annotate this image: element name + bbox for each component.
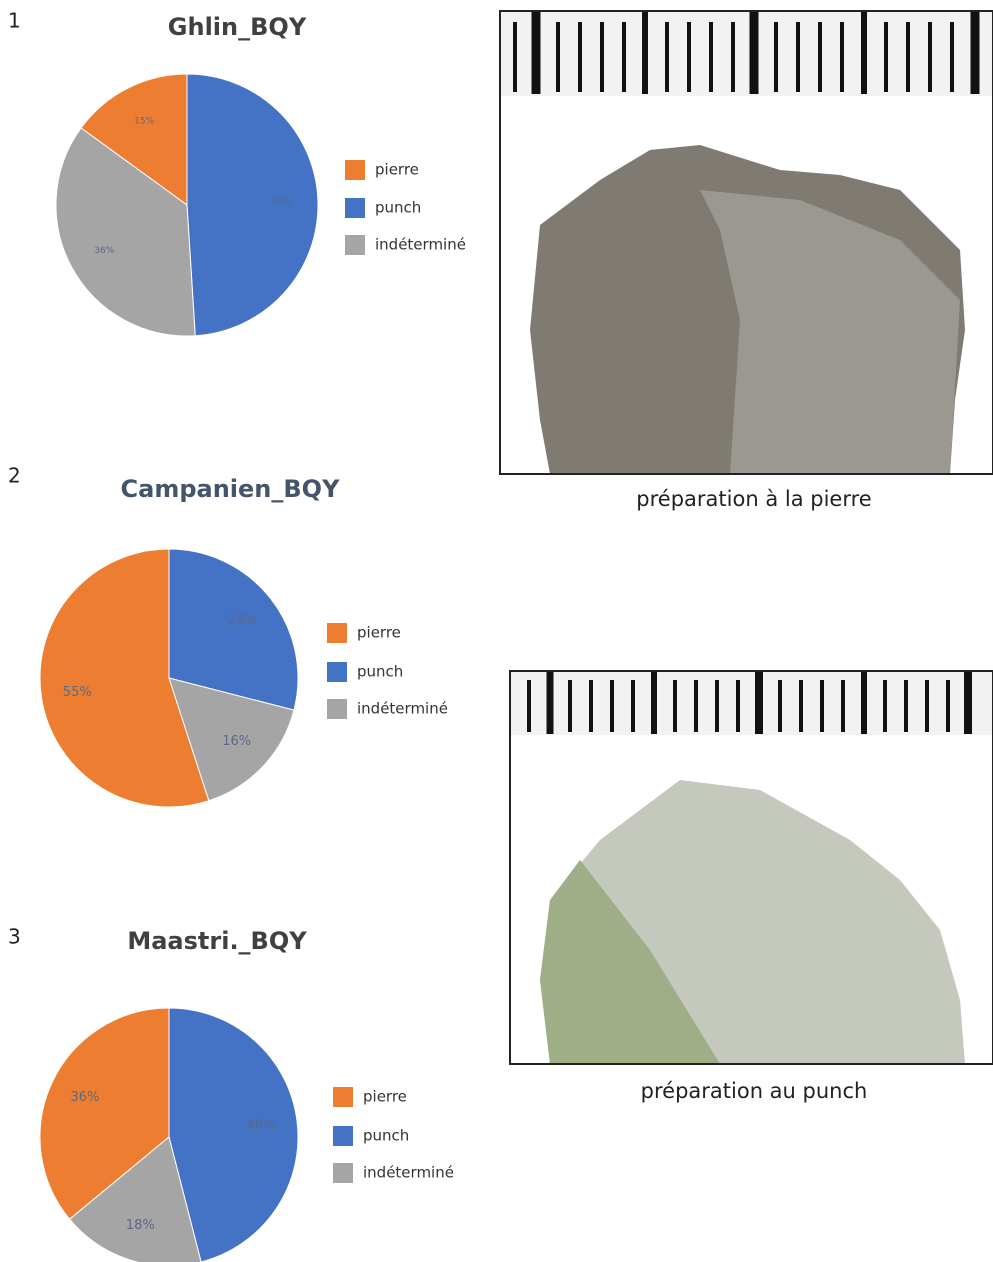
panel-label: 2 [8,464,21,488]
chart-title: Ghlin_BQY [168,13,307,41]
photo-stone [500,11,993,474]
panel-label: 1 [8,9,21,33]
legend-label: pierre [363,1088,407,1106]
slice-label: 55% [63,685,92,700]
pie-slice [55,127,196,337]
pie-slice [186,73,319,337]
pie-slice [168,677,295,802]
legend-swatch [333,1087,353,1107]
slice-label: 46% [247,1118,276,1133]
chart-title: Maastri._BQY [127,927,307,955]
photo-caption: préparation à la pierre [636,487,871,511]
legend-swatch [345,235,365,255]
pie-slice [68,1136,202,1262]
slice-label: 29% [228,614,257,629]
photo-caption: préparation au punch [641,1079,868,1103]
legend-swatch [327,699,347,719]
photo-frame [499,10,993,475]
pie-slice [39,548,210,808]
legend-swatch [327,662,347,682]
legend-label: indéterminé [357,700,448,718]
legend-label: pierre [375,161,419,179]
legend-label: indéterminé [363,1164,454,1182]
legend-label: indéterminé [375,236,466,254]
slice-label: 15% [134,116,154,126]
legend-label: punch [357,663,403,681]
slice-label: 36% [71,1090,100,1105]
legend-label: punch [363,1127,409,1145]
slice-label: 16% [222,734,251,749]
pie-slice [168,548,299,711]
chart-title: Campanien_BQY [121,475,341,503]
legend-swatch [327,623,347,643]
photo-stone [510,671,993,1064]
legend-label: punch [375,199,421,217]
legend-swatch [333,1163,353,1183]
legend-swatch [345,198,365,218]
pie-slice [168,1007,299,1262]
slice-label: 36% [94,246,114,256]
slice-label: 18% [126,1218,155,1233]
panel-label: 3 [8,925,21,949]
legend-swatch [345,160,365,180]
legend-label: pierre [357,624,401,642]
pie-slice [80,73,188,206]
pie-slice [39,1007,170,1220]
legend-swatch [333,1126,353,1146]
photo-frame [509,670,993,1065]
slice-label: 49% [271,198,291,208]
